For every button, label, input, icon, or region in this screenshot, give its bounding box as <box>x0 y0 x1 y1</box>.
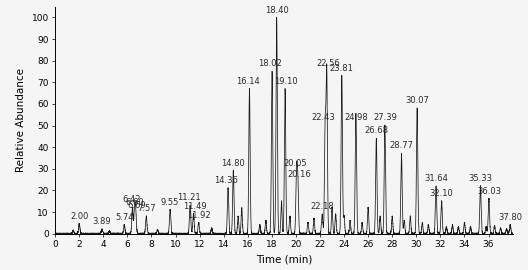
Text: 24.98: 24.98 <box>344 113 367 122</box>
Text: 22.56: 22.56 <box>316 59 340 68</box>
Text: 2.00: 2.00 <box>70 212 88 221</box>
Text: 11.21: 11.21 <box>177 193 201 202</box>
Text: 6.42: 6.42 <box>122 195 140 204</box>
Text: 28.77: 28.77 <box>390 141 413 150</box>
Text: 36.03: 36.03 <box>477 187 501 196</box>
Text: 6.60: 6.60 <box>125 198 144 207</box>
Text: 3.89: 3.89 <box>93 217 111 226</box>
Text: 20.05: 20.05 <box>284 159 307 168</box>
Text: 11.49: 11.49 <box>183 202 206 211</box>
X-axis label: Time (min): Time (min) <box>256 254 312 264</box>
Text: 23.81: 23.81 <box>330 63 354 73</box>
Y-axis label: Relative Abundance: Relative Abundance <box>16 68 26 172</box>
Text: 18.40: 18.40 <box>265 6 288 15</box>
Text: 9.55: 9.55 <box>161 198 180 207</box>
Text: 35.33: 35.33 <box>468 174 493 183</box>
Text: 6.69: 6.69 <box>128 201 146 210</box>
Text: 32.10: 32.10 <box>430 189 454 198</box>
Text: 5.74: 5.74 <box>115 213 134 222</box>
Text: 30.07: 30.07 <box>405 96 429 105</box>
Text: 19.10: 19.10 <box>275 77 298 86</box>
Text: 14.36: 14.36 <box>214 176 238 185</box>
Text: 31.64: 31.64 <box>424 174 448 183</box>
Text: 14.80: 14.80 <box>221 159 245 168</box>
Text: 18.02: 18.02 <box>258 59 281 68</box>
Text: 22.18: 22.18 <box>310 202 334 211</box>
Text: 20.16: 20.16 <box>287 170 311 178</box>
Text: 16.14: 16.14 <box>236 77 260 86</box>
Text: 11.92: 11.92 <box>187 211 211 220</box>
Text: 27.39: 27.39 <box>373 113 397 122</box>
Text: 22.43: 22.43 <box>312 113 335 122</box>
Text: 26.68: 26.68 <box>364 126 388 135</box>
Text: 7.57: 7.57 <box>137 204 156 213</box>
Text: 37.80: 37.80 <box>498 213 522 222</box>
